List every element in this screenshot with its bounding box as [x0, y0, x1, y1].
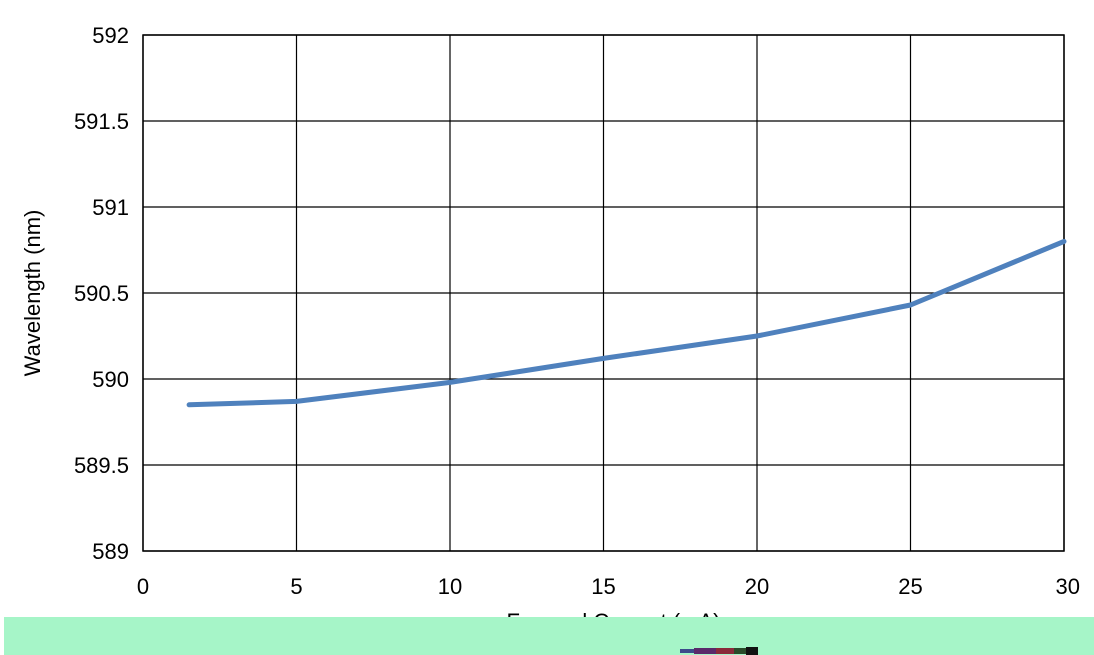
x-tick-label: 10: [438, 574, 462, 599]
x-tick-label: 15: [591, 574, 615, 599]
y-tick-label: 589.5: [74, 453, 129, 478]
y-axis-title: Wavelength (nm): [20, 210, 45, 377]
series-layer: [186, 238, 1067, 408]
x-axis-tick-labels: 0 5 10 15 20 25 30: [137, 574, 1080, 599]
bottom-highlight-band: [4, 617, 1094, 655]
y-tick-label: 591.5: [74, 109, 129, 134]
x-tick-label: 20: [745, 574, 769, 599]
y-tick-label: 592: [92, 23, 129, 48]
x-tick-label: 30: [1056, 574, 1080, 599]
artifact-mark: [680, 647, 758, 655]
y-axis-tick-labels: 589 589.5 590 590.5 591 591.5 592: [74, 23, 129, 564]
grid-lines: [142, 34, 1065, 552]
x-tick-label: 25: [898, 574, 922, 599]
y-tick-label: 589: [92, 539, 129, 564]
plot-area-border: [142, 34, 1065, 552]
x-tick-label: 5: [290, 574, 302, 599]
y-tick-label: 590: [92, 367, 129, 392]
y-tick-label: 591: [92, 195, 129, 220]
x-tick-label: 0: [137, 574, 149, 599]
y-tick-label: 590.5: [74, 281, 129, 306]
series-line: [186, 238, 1067, 408]
